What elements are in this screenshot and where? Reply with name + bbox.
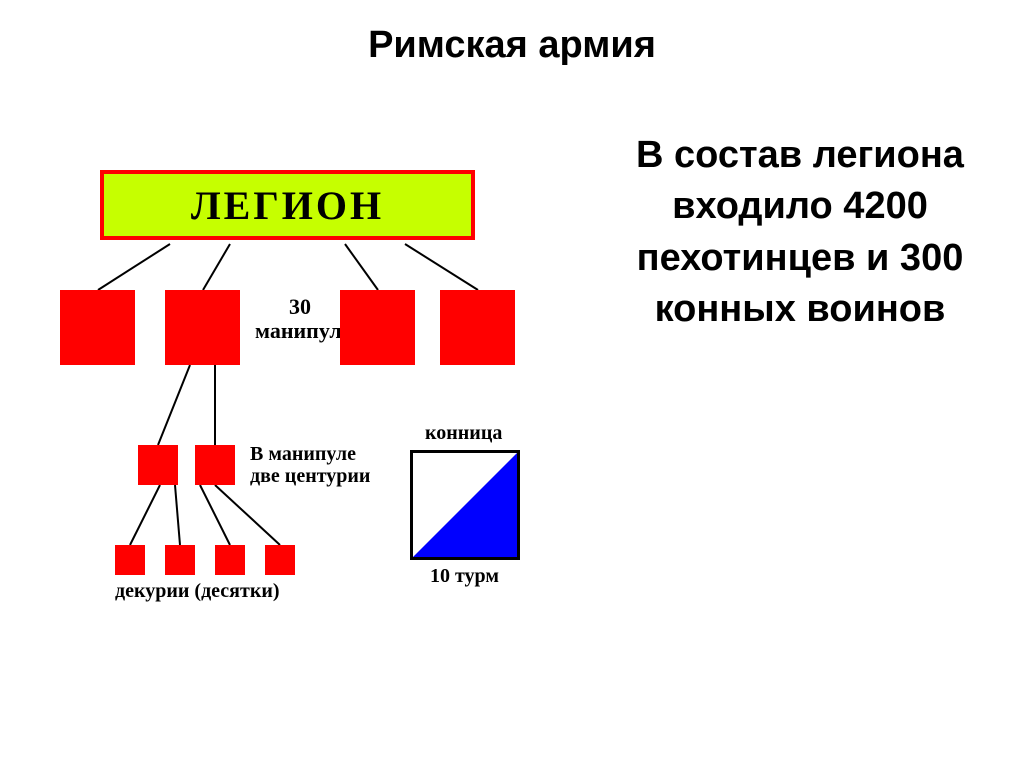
red-box [165, 545, 195, 575]
cavalry-triangle [413, 453, 517, 557]
red-box [215, 545, 245, 575]
legion-label: ЛЕГИОН [191, 182, 384, 229]
red-box [138, 445, 178, 485]
legion-box: ЛЕГИОН [100, 170, 475, 240]
centurion-label: В манипуледве центурии [250, 443, 410, 487]
cavalry-box [410, 450, 520, 560]
red-box [340, 290, 415, 365]
diagram-area: ЛЕГИОН 30манипулов В манипуледве центури… [60, 160, 580, 660]
cavalry-title: конница [425, 422, 502, 444]
red-box [265, 545, 295, 575]
manipul-label: 30манипулов [255, 295, 345, 343]
cavalry-sub: 10 турм [430, 565, 499, 587]
decurii-label: декурии (десятки) [115, 580, 280, 602]
red-box [115, 545, 145, 575]
red-box [165, 290, 240, 365]
red-box [440, 290, 515, 365]
page-title: Римская армия [0, 0, 1024, 67]
side-text: В состав легиона входило 4200 пехотинцев… [620, 130, 980, 335]
red-box [60, 290, 135, 365]
red-box [195, 445, 235, 485]
